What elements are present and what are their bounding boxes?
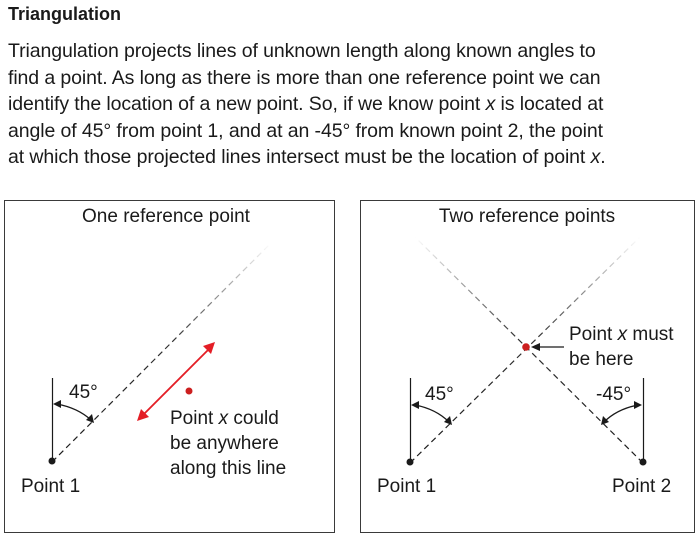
point-1-dot [406,458,414,466]
angle-arc-1 [414,404,450,423]
left-panel: One reference point 45° Point 1 Point x … [4,200,335,533]
note-line-1: Point x must [569,324,674,345]
range-arrow-line [141,346,212,417]
angle-label-2: -45° [596,384,631,405]
variable-x: x [590,146,601,168]
right-panel-title: Two reference points [439,206,615,227]
variable-x: x [218,408,230,429]
range-arrow-up-icon [203,342,215,354]
intersection-point-dot [522,343,530,351]
point-1-label: Point 1 [377,476,436,497]
right-panel-frame [360,200,695,533]
paragraph-line-5: at which those projected lines intersect… [8,146,606,168]
note-line-1: Point x could [170,408,279,429]
arrowhead-left-icon [53,400,61,408]
projected-line-2 [414,236,644,464]
arrowhead-icon [601,416,609,425]
intro-paragraph: Triangulation projects lines of unknown … [8,38,692,171]
left-panel-frame [4,200,335,533]
angle-label-1: 45° [425,384,454,405]
note-line-2: be anywhere [170,433,279,454]
pointer-arrowhead-icon [531,343,540,351]
point-2-label: Point 2 [612,476,671,497]
paragraph-line-1: Triangulation projects lines of unknown … [8,40,596,62]
point-1-label: Point 1 [21,476,80,497]
arrowhead-icon [411,401,419,409]
paragraph-line-3: identify the location of a new point. So… [8,93,604,115]
arrowhead-right-icon [86,414,94,423]
left-panel-title: One reference point [82,206,251,227]
angle-arc [56,403,92,421]
range-arrow-down-icon [137,409,149,421]
right-panel: Two reference points 45° -45° Point 1 Po… [360,200,695,533]
angle-arc-2 [603,404,639,423]
angle-label: 45° [69,382,98,403]
point-2-dot [639,458,647,466]
possible-point-dot [185,387,193,395]
point-1-dot [48,457,56,465]
projected-line [51,241,273,463]
note-line-2: be here [569,349,633,370]
arrowhead-icon [444,416,452,425]
paragraph-line-2: find a point. As long as there is more t… [8,66,601,89]
page-title: Triangulation [8,4,122,24]
arrowhead-icon [634,401,642,409]
paragraph-line-4: angle of 45° from point 1, and at an -45… [8,119,603,142]
variable-x: x [617,324,629,345]
variable-x: x [485,93,496,115]
note-line-3: along this line [170,458,286,479]
